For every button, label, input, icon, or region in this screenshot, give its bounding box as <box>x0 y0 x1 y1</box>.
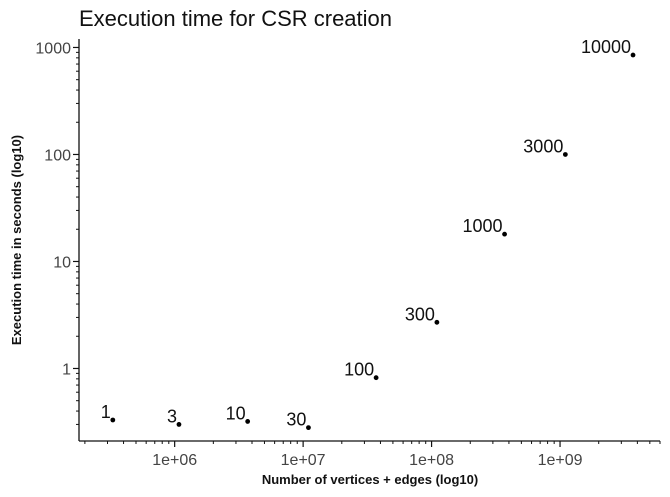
data-point <box>306 425 311 431</box>
data-point <box>245 419 251 424</box>
y-tick-label: 1000 <box>35 40 71 57</box>
y-axis-label: Execution time in seconds (log10) <box>9 135 24 345</box>
data-point <box>110 417 116 423</box>
chart-title: Execution time for CSR creation <box>79 6 392 31</box>
data-point-label: 3 <box>167 406 177 426</box>
y-axis-ticks: 1 10 100 1000 <box>35 40 79 425</box>
data-point-label: 100 <box>344 360 374 380</box>
data-point-label: 3000 <box>523 136 563 156</box>
x-tick-label: 1e+09 <box>538 452 583 469</box>
data-point <box>630 52 636 58</box>
y-tick-label: 100 <box>44 147 71 164</box>
data-point <box>502 231 507 237</box>
data-point-label: 1 <box>101 402 111 422</box>
data-point <box>562 152 568 157</box>
x-axis-label: Number of vertices + edges (log10) <box>262 472 478 487</box>
x-axis-ticks: 1e+06 1e+07 1e+08 1e+09 <box>84 441 661 469</box>
data-points: 1 3 10 30 100 300 1000 3000 10000 <box>101 37 636 431</box>
data-point-label: 10000 <box>581 37 631 57</box>
data-point <box>373 375 379 381</box>
y-tick-label: 1 <box>62 361 71 378</box>
data-point-label: 10 <box>226 403 246 423</box>
data-point <box>434 319 440 325</box>
data-point-label: 1000 <box>463 216 503 236</box>
data-point-label: 30 <box>286 410 306 430</box>
data-point-label: 300 <box>405 304 435 324</box>
x-tick-label: 1e+06 <box>152 452 197 469</box>
data-point <box>176 422 182 427</box>
y-tick-label: 10 <box>53 254 71 271</box>
x-tick-label: 1e+08 <box>409 452 454 469</box>
x-tick-label: 1e+07 <box>281 452 326 469</box>
